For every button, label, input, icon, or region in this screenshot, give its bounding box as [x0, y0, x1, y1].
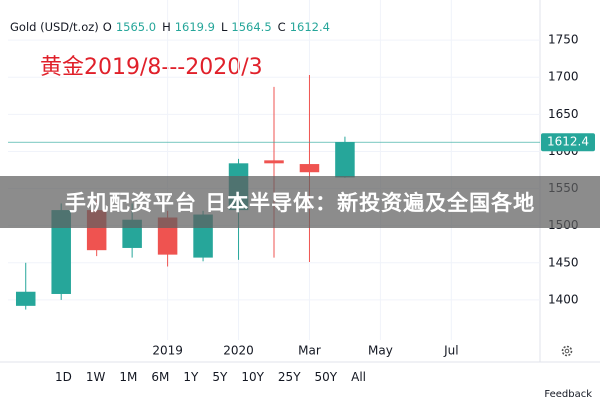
banner: 手机配资平台 日本半导体：新投资遍及全国各地 [0, 176, 600, 228]
range-button[interactable]: 6M [151, 370, 170, 384]
candle-body [51, 210, 71, 294]
x-tick-label: May [368, 344, 393, 358]
ohlc-value: 1612.4 [289, 20, 330, 34]
range-button[interactable]: 10Y [241, 370, 264, 384]
y-tick-label: 1650 [548, 107, 579, 121]
y-tick-label: 1750 [548, 33, 579, 47]
range-button[interactable]: 1M [119, 370, 138, 384]
range-button[interactable]: 50Y [314, 370, 338, 384]
candle-body [264, 160, 284, 164]
settings-icon[interactable] [561, 345, 573, 357]
feedback-link[interactable]: Feedback [544, 389, 592, 400]
y-tick-label: 1400 [548, 292, 579, 306]
range-button[interactable]: 1D [55, 370, 72, 384]
ohlc-value: 1565.0 [115, 20, 157, 34]
ohlc-value: 1619.9 [174, 20, 215, 34]
y-tick-label: 1700 [548, 70, 579, 84]
x-tick-label: Jul [443, 344, 458, 358]
candle-body [15, 291, 36, 306]
x-tick-label: 2019 [152, 344, 183, 358]
range-button[interactable]: All [351, 370, 367, 384]
ohlc-key: C [277, 20, 286, 34]
range-button[interactable]: 1W [85, 370, 106, 384]
legend-header: Gold (USD/t.oz) O 1565.0 H 1619.9 L 1564.5 C 161… [10, 20, 332, 34]
candle-body [335, 142, 355, 178]
x-tick-label: Mar [298, 344, 321, 358]
symbol: Gold (USD/t.oz) [10, 20, 99, 34]
ohlc-key: L [220, 20, 228, 34]
last-price-tag [541, 133, 595, 152]
annotation: 黄金2019/8---2020/3 [40, 55, 263, 80]
range-button[interactable]: 5Y [212, 370, 228, 384]
ohlc-value: 1564.5 [231, 20, 272, 34]
x-tick-label: 2020 [223, 344, 254, 358]
last-price-label: 1612.4 [547, 135, 589, 149]
candle-body [299, 164, 320, 173]
range-button[interactable]: 25Y [277, 370, 301, 384]
ohlc-key: H [162, 20, 171, 34]
ohlc-key: O [102, 20, 112, 34]
y-tick-label: 1450 [548, 255, 579, 269]
range-buttons: 1D 1W 1M 6M 1Y 5Y 10Y 25Y 50Y All [48, 370, 373, 384]
range-button[interactable]: 1Y [183, 370, 199, 384]
